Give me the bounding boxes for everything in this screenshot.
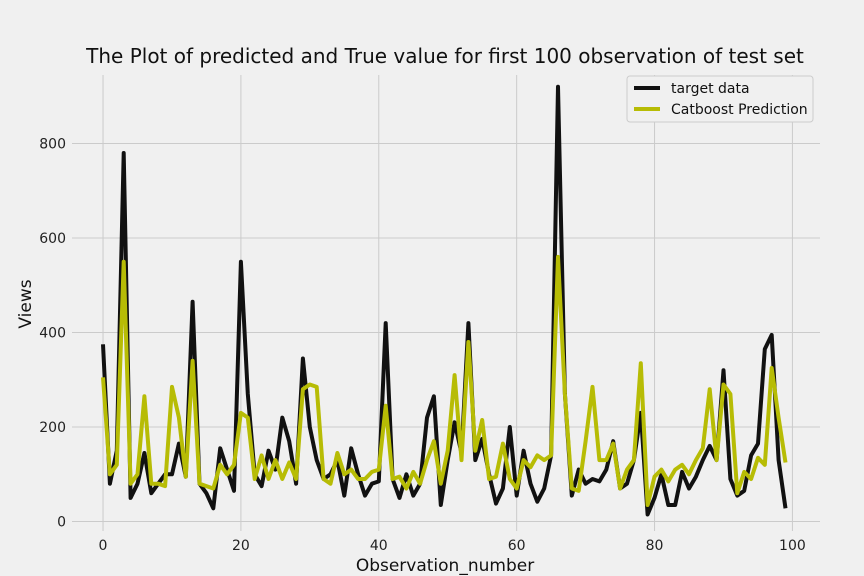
y-tick-label: 800: [39, 137, 66, 153]
legend-label-prediction: Catboost Prediction: [671, 102, 808, 118]
x-axis-label: Observation_number: [356, 556, 534, 576]
y-tick-label: 400: [39, 326, 66, 342]
x-tick-label: 80: [646, 538, 664, 554]
x-tick-label: 20: [232, 538, 250, 554]
series-lines: [101, 84, 788, 517]
x-tick-label: 100: [779, 538, 806, 554]
x-tick-label: 0: [99, 538, 108, 554]
y-axis-label: Views: [16, 279, 36, 328]
legend-label-target: target data: [671, 81, 750, 97]
y-tick-label: 0: [57, 515, 66, 531]
x-tick-label: 60: [508, 538, 526, 554]
tick-labels: 0 20 40 60 80 100 0 200 400 600 800: [39, 137, 806, 554]
y-tick-label: 200: [39, 420, 66, 436]
legend-box: [626, 75, 814, 123]
x-tick-label: 40: [370, 538, 388, 554]
legend: target data Catboost Prediction: [626, 75, 814, 123]
chart-title: The Plot of predicted and True value for…: [85, 44, 804, 68]
series-line-catboost-prediction: [101, 254, 788, 507]
y-tick-label: 600: [39, 231, 66, 247]
